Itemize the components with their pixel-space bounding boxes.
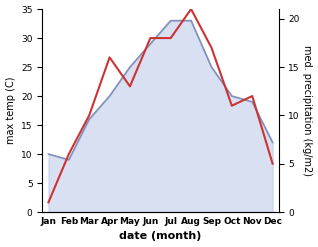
Y-axis label: max temp (C): max temp (C) [5,77,16,144]
Y-axis label: med. precipitation (kg/m2): med. precipitation (kg/m2) [302,45,313,176]
X-axis label: date (month): date (month) [119,231,202,242]
